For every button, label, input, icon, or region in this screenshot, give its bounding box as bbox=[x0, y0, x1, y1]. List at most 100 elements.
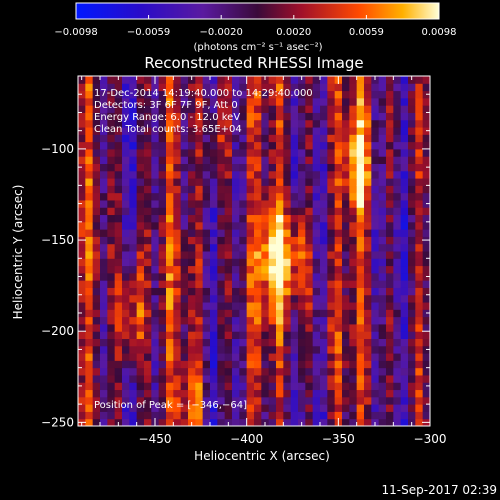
heatmap-cell bbox=[202, 243, 211, 252]
heatmap-cell bbox=[158, 418, 167, 426]
heatmap-cell bbox=[305, 76, 314, 84]
heatmap-cell bbox=[114, 170, 123, 179]
heatmap-cell bbox=[100, 309, 108, 318]
heatmap-cell bbox=[166, 331, 174, 339]
heatmap-cell bbox=[107, 309, 116, 318]
heatmap-cell bbox=[305, 404, 314, 412]
heatmap-cell bbox=[349, 396, 358, 405]
heatmap-cell bbox=[400, 178, 409, 186]
heatmap-cell bbox=[408, 192, 416, 201]
heatmap-cell bbox=[298, 345, 306, 354]
heatmap-cell bbox=[312, 170, 321, 179]
heatmap-cell bbox=[378, 156, 387, 164]
heatmap-cell bbox=[393, 389, 402, 398]
heatmap-cell bbox=[239, 382, 248, 391]
heatmap-cell bbox=[327, 404, 336, 412]
heatmap-cell bbox=[173, 302, 182, 310]
heatmap-cell bbox=[144, 302, 152, 310]
heatmap-cell bbox=[122, 163, 130, 172]
heatmap-cell bbox=[364, 127, 372, 135]
heatmap-cell bbox=[276, 258, 284, 267]
heatmap-cell bbox=[188, 331, 196, 339]
heatmap-cell bbox=[232, 170, 240, 179]
heatmap-cell bbox=[334, 309, 343, 318]
heatmap-cell bbox=[290, 178, 299, 186]
heatmap-cell bbox=[422, 178, 430, 186]
heatmap-cell bbox=[415, 411, 424, 420]
heatmap-cell bbox=[210, 258, 218, 267]
heatmap-cell bbox=[158, 287, 167, 296]
heatmap-cell bbox=[122, 338, 130, 347]
heatmap-cell bbox=[371, 156, 380, 164]
heatmap-cell bbox=[334, 280, 343, 288]
heatmap-cell bbox=[386, 338, 394, 347]
heatmap-cell bbox=[386, 272, 394, 281]
heatmap-cell bbox=[232, 287, 240, 296]
heatmap-cell bbox=[78, 287, 86, 296]
heatmap-cell bbox=[217, 345, 226, 354]
heatmap-cell bbox=[276, 331, 284, 339]
heatmap-cell bbox=[129, 199, 138, 208]
heatmap-cell bbox=[217, 302, 226, 310]
heatmap-cell bbox=[210, 265, 218, 274]
heatmap-cell bbox=[158, 127, 167, 135]
heatmap-cell bbox=[393, 105, 402, 113]
heatmap-cell bbox=[393, 294, 402, 303]
heatmap-cell bbox=[415, 134, 424, 143]
heatmap-cell bbox=[305, 214, 314, 223]
heatmap-cell bbox=[400, 76, 409, 84]
heatmap-cell bbox=[202, 170, 211, 179]
heatmap-cell bbox=[261, 105, 270, 113]
heatmap-cell bbox=[166, 302, 174, 310]
heatmap-cell bbox=[283, 265, 292, 274]
heatmap-cell bbox=[107, 258, 116, 267]
heatmap-cell bbox=[305, 105, 314, 113]
heatmap-cell bbox=[408, 338, 416, 347]
heatmap-cell bbox=[195, 148, 204, 157]
heatmap-cell bbox=[224, 185, 233, 194]
heatmap-cell bbox=[246, 272, 255, 281]
heatmap-cell bbox=[393, 192, 402, 201]
heatmap-cell bbox=[188, 97, 196, 106]
heatmap-cell bbox=[334, 163, 343, 172]
heatmap-cell bbox=[129, 76, 138, 84]
heatmap-cell bbox=[327, 170, 336, 179]
heatmap-cell bbox=[254, 323, 262, 332]
heatmap-cell bbox=[393, 156, 402, 164]
heatmap-cell bbox=[107, 418, 116, 426]
heatmap-cell bbox=[364, 148, 372, 157]
heatmap-cell bbox=[334, 251, 343, 259]
heatmap-cell bbox=[327, 353, 336, 361]
heatmap-cell bbox=[85, 382, 94, 391]
heatmap-cell bbox=[114, 272, 123, 281]
heatmap-cell bbox=[364, 236, 372, 245]
heatmap-cell bbox=[334, 323, 343, 332]
heatmap-cell bbox=[78, 374, 86, 383]
heatmap-cell bbox=[342, 119, 350, 128]
heatmap-cell bbox=[202, 367, 211, 376]
heatmap-cell bbox=[320, 316, 328, 325]
heatmap-cell bbox=[298, 331, 306, 339]
heatmap-cell bbox=[312, 316, 321, 325]
heatmap-cell bbox=[78, 134, 86, 143]
heatmap-cell bbox=[342, 396, 350, 405]
heatmap-cell bbox=[254, 294, 262, 303]
heatmap-cell bbox=[232, 207, 240, 216]
heatmap-cell bbox=[85, 280, 94, 288]
heatmap-cell bbox=[298, 272, 306, 281]
heatmap-cell bbox=[327, 127, 336, 135]
heatmap-cell bbox=[386, 105, 394, 113]
heatmap-cell bbox=[122, 396, 130, 405]
heatmap-cell bbox=[312, 287, 321, 296]
heatmap-cell bbox=[144, 316, 152, 325]
heatmap-cell bbox=[210, 309, 218, 318]
heatmap-cell bbox=[349, 76, 358, 84]
heatmap-cell bbox=[217, 382, 226, 391]
heatmap-cell bbox=[378, 236, 387, 245]
heatmap-cell bbox=[290, 309, 299, 318]
heatmap-cell bbox=[327, 141, 336, 150]
heatmap-cell bbox=[298, 105, 306, 113]
heatmap-cell bbox=[246, 170, 255, 179]
heatmap-cell bbox=[422, 141, 430, 150]
heatmap-cell bbox=[408, 127, 416, 135]
